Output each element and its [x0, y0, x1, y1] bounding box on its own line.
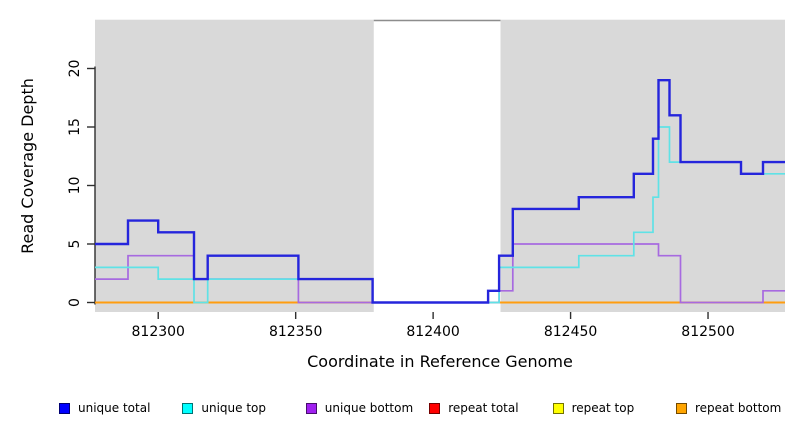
coverage-gap-band [373, 19, 501, 312]
y-tick-label: 15 [67, 118, 83, 136]
series-unique-bottom [95, 243, 785, 304]
x-tick-label: 812450 [544, 324, 597, 340]
series-unique-top [95, 126, 785, 304]
y-tick-label: 5 [67, 240, 83, 249]
y-axis-title: Read Coverage Depth [18, 78, 37, 254]
x-tick-label: 812350 [269, 324, 322, 340]
y-tick-label: 0 [67, 298, 83, 307]
y-axis: 0 5 10 15 20 [67, 60, 96, 307]
x-tick-label: 812300 [132, 324, 185, 340]
series-unique-total [95, 79, 785, 304]
x-axis-title: Coordinate in Reference Genome [307, 352, 573, 371]
y-tick-label: 10 [67, 177, 83, 195]
x-axis: 812300 812350 812400 812450 812500 [132, 312, 735, 340]
y-tick-label: 20 [67, 60, 83, 78]
x-tick-label: 812400 [406, 324, 459, 340]
x-tick-label: 812500 [681, 324, 734, 340]
